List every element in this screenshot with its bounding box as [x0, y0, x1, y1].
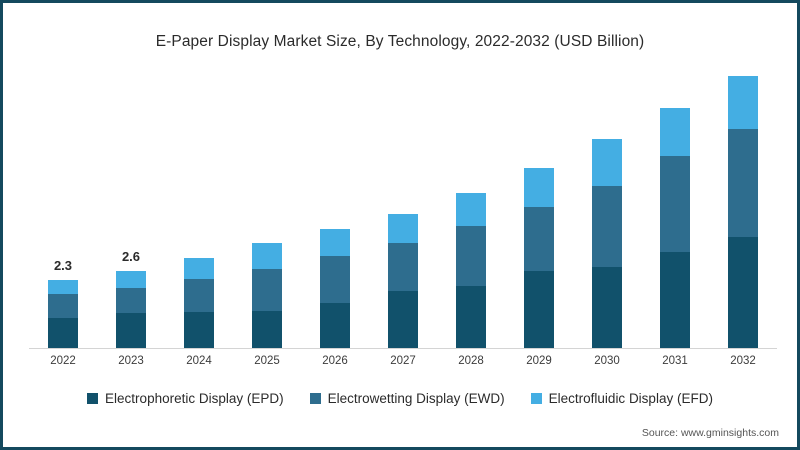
- bar-segment-2023-efd[interactable]: [116, 271, 146, 288]
- x-tick-2031: 2031: [662, 355, 688, 367]
- bar-segment-2030-ewd[interactable]: [592, 185, 622, 267]
- x-tick-2024: 2024: [186, 355, 212, 367]
- x-tick-2027: 2027: [390, 355, 416, 367]
- bar-segment-2022-efd[interactable]: [48, 280, 78, 294]
- bar-2028[interactable]: [456, 193, 486, 349]
- bar-segment-2028-efd[interactable]: [456, 193, 486, 226]
- bar-2026[interactable]: [320, 229, 350, 349]
- bar-segment-2022-ewd[interactable]: [48, 293, 78, 318]
- bar-2030[interactable]: [592, 139, 622, 349]
- bar-segment-2028-epd[interactable]: [456, 286, 486, 349]
- bar-segment-2032-ewd[interactable]: [728, 128, 758, 237]
- x-tick-2022: 2022: [50, 355, 76, 367]
- x-tick-2030: 2030: [594, 355, 620, 367]
- x-tick-2029: 2029: [526, 355, 552, 367]
- bar-segment-2025-ewd[interactable]: [252, 268, 282, 311]
- bar-segment-2023-epd[interactable]: [116, 313, 146, 349]
- legend-item-efd[interactable]: Electrofluidic Display (EFD): [530, 391, 713, 406]
- bar-segment-2031-ewd[interactable]: [660, 155, 690, 252]
- legend-label-efd: Electrofluidic Display (EFD): [548, 391, 713, 406]
- bar-segment-2024-efd[interactable]: [184, 257, 214, 279]
- legend-swatch-ewd-icon: [309, 393, 321, 404]
- bar-segment-2029-ewd[interactable]: [524, 206, 554, 271]
- bar-value-label-2023: 2.6: [121, 249, 141, 264]
- bar-segment-2026-efd[interactable]: [320, 229, 350, 256]
- plot-area: 2.3 2.6: [29, 73, 777, 349]
- bar-segment-2029-efd[interactable]: [524, 167, 554, 207]
- bar-segment-2029-epd[interactable]: [524, 271, 554, 349]
- bar-segment-2028-ewd[interactable]: [456, 226, 486, 286]
- x-tick-2032: 2032: [730, 355, 756, 367]
- bar-segment-2024-ewd[interactable]: [184, 278, 214, 312]
- bar-segment-2026-epd[interactable]: [320, 302, 350, 349]
- bar-segment-2031-efd[interactable]: [660, 107, 690, 156]
- bar-segment-2025-epd[interactable]: [252, 310, 282, 349]
- chart-legend: Electrophoretic Display (EPD) Electrowett…: [3, 391, 797, 406]
- bar-2022[interactable]: [48, 280, 78, 349]
- bar-segment-2022-epd[interactable]: [48, 317, 78, 349]
- legend-item-epd[interactable]: Electrophoretic Display (EPD): [87, 391, 284, 406]
- bar-segment-2027-epd[interactable]: [388, 290, 418, 349]
- bar-2031[interactable]: [660, 107, 690, 349]
- bar-segment-2024-epd[interactable]: [184, 311, 214, 349]
- bar-2023[interactable]: [116, 271, 146, 349]
- bar-segment-2031-epd[interactable]: [660, 251, 690, 349]
- bar-2024[interactable]: [184, 257, 214, 349]
- bar-segment-2026-ewd[interactable]: [320, 256, 350, 303]
- x-axis-line: [29, 348, 777, 349]
- bar-2029[interactable]: [524, 167, 554, 349]
- bar-2027[interactable]: [388, 214, 418, 349]
- bar-segment-2025-efd[interactable]: [252, 243, 282, 269]
- x-tick-2028: 2028: [458, 355, 484, 367]
- bar-segment-2030-efd[interactable]: [592, 139, 622, 186]
- bar-value-label-2022: 2.3: [53, 258, 73, 273]
- legend-item-ewd[interactable]: Electrowetting Display (EWD): [309, 391, 505, 406]
- x-tick-2023: 2023: [118, 355, 144, 367]
- source-note: Source: www.gminsights.com: [641, 427, 779, 439]
- bar-segment-2030-epd[interactable]: [592, 266, 622, 349]
- x-tick-2026: 2026: [322, 355, 348, 367]
- legend-label-ewd: Electrowetting Display (EWD): [327, 391, 505, 406]
- bar-segment-2023-ewd[interactable]: [116, 287, 146, 313]
- bar-segment-2032-efd[interactable]: [728, 76, 758, 129]
- bar-2025[interactable]: [252, 243, 282, 349]
- legend-swatch-efd-icon: [530, 393, 542, 404]
- bar-segment-2027-ewd[interactable]: [388, 242, 418, 291]
- bar-2032[interactable]: [728, 76, 758, 349]
- bar-segment-2027-efd[interactable]: [388, 214, 418, 243]
- bar-segment-2032-epd[interactable]: [728, 236, 758, 349]
- legend-label-epd: Electrophoretic Display (EPD): [105, 391, 284, 406]
- chart-title: E-Paper Display Market Size, By Technolo…: [155, 33, 645, 50]
- x-tick-2025: 2025: [254, 355, 280, 367]
- x-axis-tick-labels: 2022 2023 2024 2025 2026 2027 2028 2029 2030 2031…: [29, 353, 777, 373]
- legend-swatch-epd-icon: [87, 393, 99, 404]
